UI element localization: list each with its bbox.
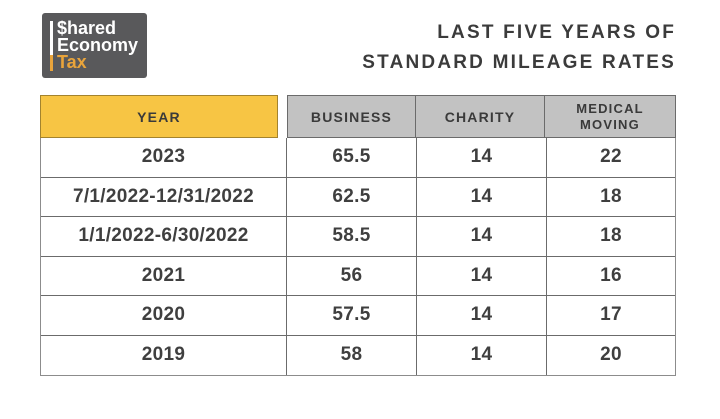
cell-medical: 20 [600, 344, 622, 366]
cell-charity: 14 [417, 177, 547, 216]
table-row-2023: 2023 65.5 14 22 [41, 138, 675, 178]
column-header-business: BUSINESS [310, 108, 393, 125]
logo-accent-bar [50, 21, 53, 71]
column-header-medical-line1: MEDICAL [576, 100, 644, 116]
cell-year: 7/1/2022-12/31/2022 [41, 177, 287, 216]
logo-line-economy: Economy [57, 35, 139, 55]
cell-charity: 14 [417, 296, 547, 335]
mileage-rates-table: YEAR BUSINESS CHARITY MEDICAL MOVING 202… [40, 95, 676, 376]
cell-medical: 18 [600, 185, 622, 207]
table-row-2022-h1: 1/1/2022-6/30/2022 58.5 14 18 [41, 217, 675, 257]
cell-medical: 17 [600, 304, 622, 326]
cell-charity: 14 [417, 138, 547, 177]
cell-year: 2019 [41, 335, 287, 375]
column-header-group: BUSINESS CHARITY MEDICAL MOVING [287, 95, 676, 138]
logo-line-shared: $hared [57, 18, 117, 38]
cell-business: 56 [287, 256, 417, 295]
cell-year: 1/1/2022-6/30/2022 [41, 217, 287, 256]
cell-business: 58 [287, 335, 417, 375]
cell-year: 2023 [41, 138, 287, 177]
page-title-line2: STANDARD MILEAGE RATES [362, 52, 676, 73]
cell-charity: 14 [417, 256, 547, 295]
cell-business: 65.5 [287, 138, 417, 177]
logo-text: $hared Economy Tax [57, 18, 139, 72]
cell-year: 2020 [41, 296, 287, 335]
page-title: LAST FIVE YEARS OF STANDARD MILEAGE RATE… [362, 18, 676, 78]
cell-medical: 16 [600, 264, 622, 286]
page-title-line1: LAST FIVE YEARS OF [437, 22, 676, 43]
table-row-2022-h2: 7/1/2022-12/31/2022 62.5 14 18 [41, 177, 675, 217]
column-header-charity: CHARITY [415, 96, 545, 137]
cell-business: 57.5 [287, 296, 417, 335]
shared-economy-tax-logo: $hared Economy Tax [42, 13, 147, 78]
cell-medical: 18 [600, 225, 622, 247]
cell-business: 58.5 [287, 217, 417, 256]
cell-medical: 22 [600, 146, 622, 168]
column-header-year: YEAR [40, 95, 278, 138]
column-header-medical-line2: MOVING [580, 116, 640, 132]
logo-accent-bar-gold [50, 55, 53, 71]
column-header-medical-moving: MEDICAL MOVING [545, 96, 675, 137]
table-row-2020: 2020 57.5 14 17 [41, 296, 675, 336]
logo-line-tax: Tax [57, 52, 87, 72]
table-header-row: YEAR BUSINESS CHARITY MEDICAL MOVING [40, 95, 676, 138]
cell-year: 2021 [41, 256, 287, 295]
cell-charity: 14 [417, 217, 547, 256]
table-row-2019: 2019 58 14 20 [41, 335, 675, 375]
table-row-2021: 2021 56 14 16 [41, 256, 675, 296]
cell-business: 62.5 [287, 177, 417, 216]
table-body: 2023 65.5 14 22 7/1/2022-12/31/2022 62.5… [40, 138, 676, 376]
cell-charity: 14 [417, 335, 547, 375]
logo-accent-bar-white [50, 21, 53, 55]
